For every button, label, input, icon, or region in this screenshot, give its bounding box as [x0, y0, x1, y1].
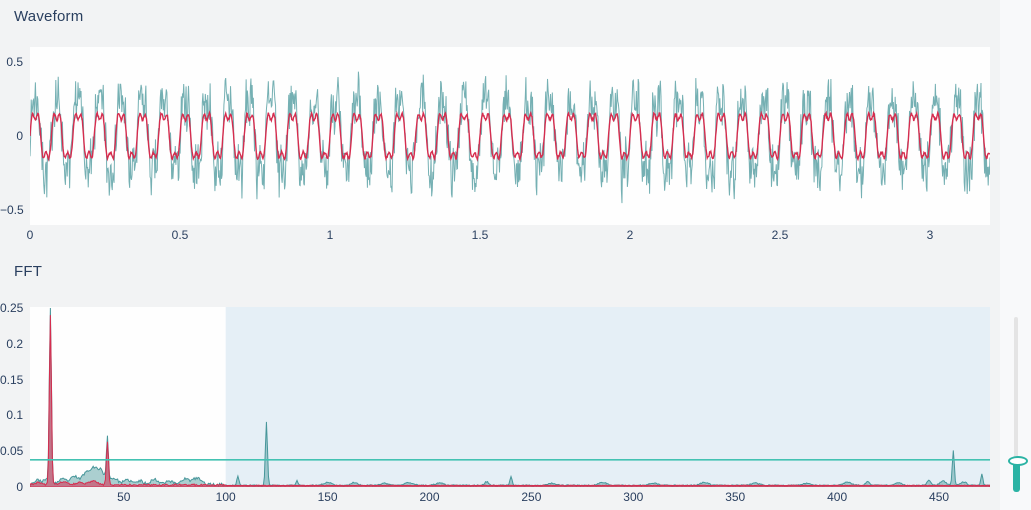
x-tick-label: 1	[326, 228, 334, 242]
x-tick-label: 50	[117, 490, 131, 504]
x-tick-label: 350	[725, 490, 746, 504]
threshold-slider	[1000, 0, 1031, 510]
waveform-canvas[interactable]	[30, 47, 990, 225]
x-tick-label: 2.5	[771, 228, 789, 242]
y-tick-label: 0.5	[6, 54, 23, 69]
fft-canvas[interactable]	[30, 307, 990, 487]
x-tick-label: 0.5	[171, 228, 189, 242]
threshold-slider-handle-icon[interactable]	[1008, 456, 1028, 466]
raw-signal-trace	[30, 71, 990, 204]
x-tick-label: 3	[926, 228, 934, 242]
x-tick-label: 300	[623, 490, 644, 504]
y-tick-label: 0	[16, 480, 23, 494]
dashboard: Waveform 0 0.5 1 1.5 2 2.5 3 0.5 0 −0.5 FFT 50 10…	[0, 8, 990, 504]
x-tick-label: 450	[929, 490, 950, 504]
y-tick-label: 0.1	[6, 408, 23, 423]
y-tick-label: 0.2	[6, 336, 23, 351]
waveform-chart-title: Waveform	[14, 8, 84, 25]
threshold-slider-stem[interactable]	[1013, 462, 1020, 492]
x-tick-label: 400	[827, 490, 848, 504]
x-tick-label: 0	[26, 228, 34, 242]
fft-plot[interactable]	[30, 307, 990, 487]
y-tick-label: 0.05	[0, 444, 24, 459]
fft-chart-title: FFT	[14, 263, 43, 280]
y-tick-label: −0.5	[0, 203, 24, 218]
filter-band-region	[225, 307, 990, 487]
x-tick-label: 150	[317, 490, 338, 504]
x-tick-label: 2	[626, 228, 634, 242]
filtered-signal-trace	[30, 110, 990, 162]
x-tick-label: 100	[215, 490, 236, 504]
threshold-slider-track[interactable]	[1014, 317, 1018, 490]
y-tick-label: 0.15	[0, 372, 24, 387]
y-tick-label: 0.25	[0, 301, 24, 315]
x-tick-label: 250	[521, 490, 542, 504]
x-tick-label: 200	[419, 490, 440, 504]
waveform-plot[interactable]	[30, 47, 990, 225]
y-tick-label: 0	[16, 129, 23, 143]
filtered-spectrum-trace	[30, 315, 990, 487]
x-tick-label: 1.5	[471, 228, 489, 242]
